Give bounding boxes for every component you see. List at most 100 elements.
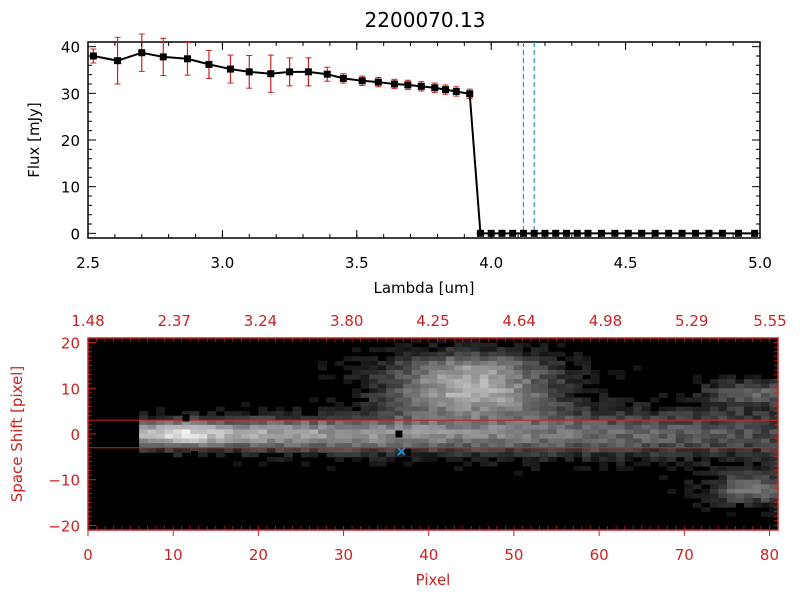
image-pixel — [437, 397, 447, 403]
image-pixel — [505, 392, 515, 398]
image-pixel — [760, 488, 770, 494]
image-pixel — [513, 351, 523, 357]
image-pixel — [752, 488, 762, 494]
data-point — [734, 229, 742, 237]
image-pixel — [743, 406, 753, 412]
image-pixel — [692, 502, 702, 508]
image-pixel — [616, 443, 626, 449]
image-pixel — [709, 429, 719, 435]
image-pixel — [335, 420, 345, 426]
data-point — [304, 68, 312, 76]
image-pixel — [735, 484, 745, 490]
image-pixel — [573, 356, 583, 362]
image-pixel — [445, 351, 455, 357]
image-pixel — [735, 429, 745, 435]
image-pixel — [377, 438, 387, 444]
image-pixel — [283, 420, 293, 426]
image-pixel — [428, 415, 438, 421]
image-pixel — [428, 452, 438, 458]
image-pixel — [479, 383, 489, 389]
data-point — [584, 229, 592, 237]
image-pixel — [352, 388, 362, 394]
image-pixel — [488, 374, 498, 380]
image-pixel — [496, 383, 506, 389]
image-pixel — [548, 374, 558, 380]
image-pixel — [752, 379, 762, 385]
image-pixel — [352, 438, 362, 444]
image-pixel — [522, 402, 532, 408]
image-pixel — [692, 470, 702, 476]
image-pixel — [309, 452, 319, 458]
image-pixel — [428, 374, 438, 380]
image-pixel — [513, 415, 523, 421]
image-pixel — [530, 374, 540, 380]
image-pixel — [318, 434, 328, 440]
image-pixel — [318, 429, 328, 435]
image-pixel — [701, 415, 711, 421]
image-pixel — [539, 383, 549, 389]
image-pixel — [275, 456, 285, 462]
image-pixel — [488, 388, 498, 394]
image-pixel — [479, 388, 489, 394]
image-pixel — [769, 383, 779, 389]
image-pixel — [403, 443, 413, 449]
image-pixel — [743, 379, 753, 385]
image-pixel — [701, 388, 711, 394]
image-pixel — [496, 397, 506, 403]
image-pixel — [479, 397, 489, 403]
image-pixel — [207, 429, 217, 435]
image-pixel — [573, 415, 583, 421]
image-pixel — [471, 360, 481, 366]
image-pixel — [633, 424, 643, 430]
image-pixel — [377, 424, 387, 430]
y-tick-label: 20 — [61, 335, 80, 353]
image-pixel — [565, 443, 575, 449]
image-pixel — [505, 415, 515, 421]
image-pixel — [530, 447, 540, 453]
image-pixel — [479, 420, 489, 426]
image-pixel — [445, 415, 455, 421]
image-pixel — [309, 443, 319, 449]
image-pixel — [667, 434, 677, 440]
image-pixel — [675, 397, 685, 403]
image-pixel — [369, 379, 379, 385]
image-pixel — [266, 434, 276, 440]
image-pixel — [701, 456, 711, 462]
image-pixel — [522, 424, 532, 430]
image-pixel — [377, 374, 387, 380]
image-pixel — [505, 447, 515, 453]
image-pixel — [530, 443, 540, 449]
image-pixel — [701, 498, 711, 504]
data-point — [339, 74, 347, 82]
image-pixel — [394, 342, 404, 348]
image-pixel — [769, 447, 779, 453]
flux-x-axis-label: Lambda [um] — [374, 279, 475, 297]
image-pixel — [403, 370, 413, 376]
image-pixel — [215, 438, 225, 444]
image-pixel — [573, 424, 583, 430]
image-pixel — [198, 447, 208, 453]
image-pixel — [718, 493, 728, 499]
image-marker — [182, 414, 190, 422]
image-pixel — [616, 452, 626, 458]
image-pixel — [428, 447, 438, 453]
image-pixel — [360, 374, 370, 380]
image-pixel — [369, 347, 379, 353]
image-pixel — [548, 456, 558, 462]
image-pixel — [479, 402, 489, 408]
image-pixel — [428, 424, 438, 430]
image-pixel — [352, 374, 362, 380]
image-pixel — [624, 397, 634, 403]
image-pixel — [607, 447, 617, 453]
image-pixel — [599, 415, 609, 421]
image-pixel — [760, 424, 770, 430]
top-axis-label: 3.24 — [244, 312, 277, 330]
image-pixel — [718, 424, 728, 430]
image-pixel — [667, 429, 677, 435]
image-pixel — [266, 447, 276, 453]
image-pixel — [556, 406, 566, 412]
image-pixel — [147, 429, 157, 435]
image-pixel — [343, 429, 353, 435]
image-pixel — [369, 360, 379, 366]
data-point — [562, 229, 570, 237]
